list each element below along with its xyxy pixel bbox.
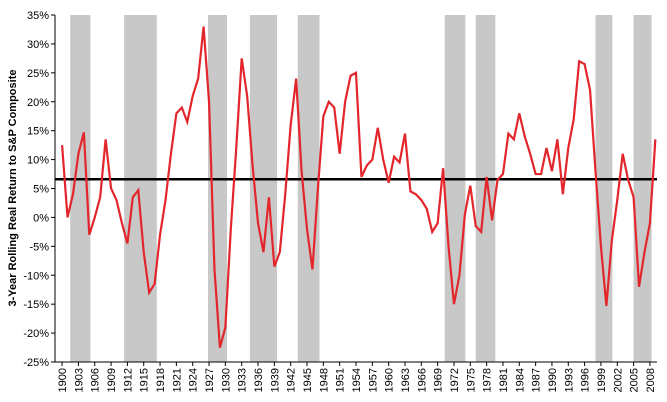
shaded-range (444, 15, 466, 362)
y-tick-label: 35% (27, 10, 49, 22)
x-tick-label: 1957 (367, 368, 379, 392)
x-tick-label: 1990 (547, 368, 559, 392)
x-tick-label: 1924 (188, 368, 200, 392)
x-tick-label: 2005 (629, 368, 641, 392)
x-tick-label: 1903 (73, 368, 85, 392)
x-tick-label: 1960 (384, 368, 396, 392)
x-tick-label: 2002 (612, 368, 624, 392)
x-tick-label: 1996 (580, 368, 592, 392)
x-tick-label: 1906 (90, 368, 102, 392)
x-tick-label: 1927 (204, 368, 216, 392)
x-tick-label: 1981 (498, 368, 510, 392)
shaded-range (70, 15, 91, 362)
x-tick-label: 1999 (596, 368, 608, 392)
x-tick-label: 1930 (220, 368, 232, 392)
x-tick-label: 1969 (433, 368, 445, 392)
y-tick-label: -15% (23, 299, 49, 311)
x-tick-label: 1954 (351, 368, 363, 392)
x-tick-label: 1939 (269, 368, 281, 392)
x-tick-label: 1972 (449, 368, 461, 392)
y-axis-label: 3-Year Rolling Real Return to S&P Compos… (7, 70, 19, 307)
x-tick-label: 1936 (253, 368, 265, 392)
shaded-range (633, 15, 652, 362)
x-tick-label: 1918 (155, 368, 167, 392)
y-tick-label: 10% (27, 155, 49, 167)
y-tick-label: 20% (27, 97, 49, 109)
y-tick-label: 30% (27, 39, 49, 51)
x-tick-label: 1951 (335, 368, 347, 392)
x-tick-label: 1900 (57, 368, 69, 392)
shaded-range (207, 15, 227, 362)
y-tick-label: 0% (33, 212, 49, 224)
x-tick-label: 1948 (318, 368, 330, 392)
x-tick-label: 1909 (106, 368, 118, 392)
y-tick-label: -10% (23, 270, 49, 282)
shaded-range (595, 15, 613, 362)
x-tick-label: 1915 (139, 368, 151, 392)
y-tick-label: 5% (33, 184, 49, 196)
x-tick-label: 1945 (302, 368, 314, 392)
x-tick-label: 1966 (416, 368, 428, 392)
x-tick-label: 1933 (237, 368, 249, 392)
y-tick-label: -20% (23, 328, 49, 340)
shaded-range (297, 15, 320, 362)
x-tick-label: 1942 (286, 368, 298, 392)
x-tick-label: 1984 (514, 368, 526, 392)
x-tick-label: 1963 (400, 368, 412, 392)
y-tick-label: 15% (27, 126, 49, 138)
x-tick-label: 1987 (531, 368, 543, 392)
y-tick-label: 25% (27, 68, 49, 80)
shaded-range (124, 15, 157, 362)
x-tick-label: 1993 (563, 368, 575, 392)
x-tick-label: 1978 (482, 368, 494, 392)
x-tick-label: 2008 (645, 368, 657, 392)
y-tick-label: -25% (23, 357, 49, 369)
y-tick-label: -5% (29, 241, 49, 253)
x-tick-label: 1912 (122, 368, 134, 392)
series-line (60, 26, 657, 348)
x-tick-label: 1975 (465, 368, 477, 392)
x-tick-label: 1921 (171, 368, 183, 392)
